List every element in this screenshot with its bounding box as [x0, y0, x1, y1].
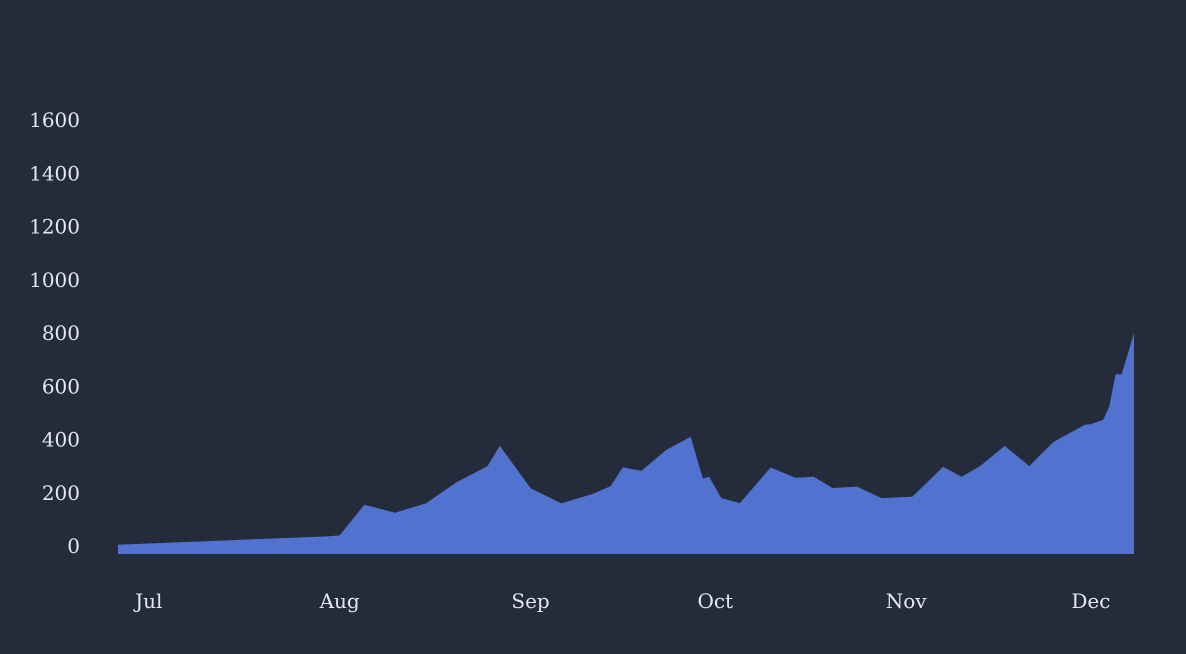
y-axis: 0 200 400 600 800 1000 1200 1400 1600 [29, 108, 80, 558]
x-tick-label: Nov [886, 589, 928, 613]
y-tick-label: 1200 [29, 215, 80, 239]
y-tick-label: 0 [67, 534, 80, 558]
y-tick-label: 800 [42, 321, 80, 345]
x-tick-label: Jul [133, 589, 162, 613]
x-tick-label: Aug [319, 589, 360, 613]
series-area [118, 333, 1134, 554]
y-tick-label: 1400 [29, 161, 80, 185]
y-tick-label: 400 [42, 428, 80, 452]
y-tick-label: 1600 [29, 108, 80, 132]
y-tick-label: 600 [42, 374, 80, 398]
x-tick-label: Oct [697, 589, 733, 613]
plot-area [118, 333, 1134, 554]
y-tick-label: 1000 [29, 268, 80, 292]
y-tick-label: 200 [42, 481, 80, 505]
x-tick-label: Sep [511, 589, 549, 613]
x-tick-label: Dec [1071, 589, 1110, 613]
x-axis: Jul Aug Sep Oct Nov Dec [133, 589, 1110, 613]
